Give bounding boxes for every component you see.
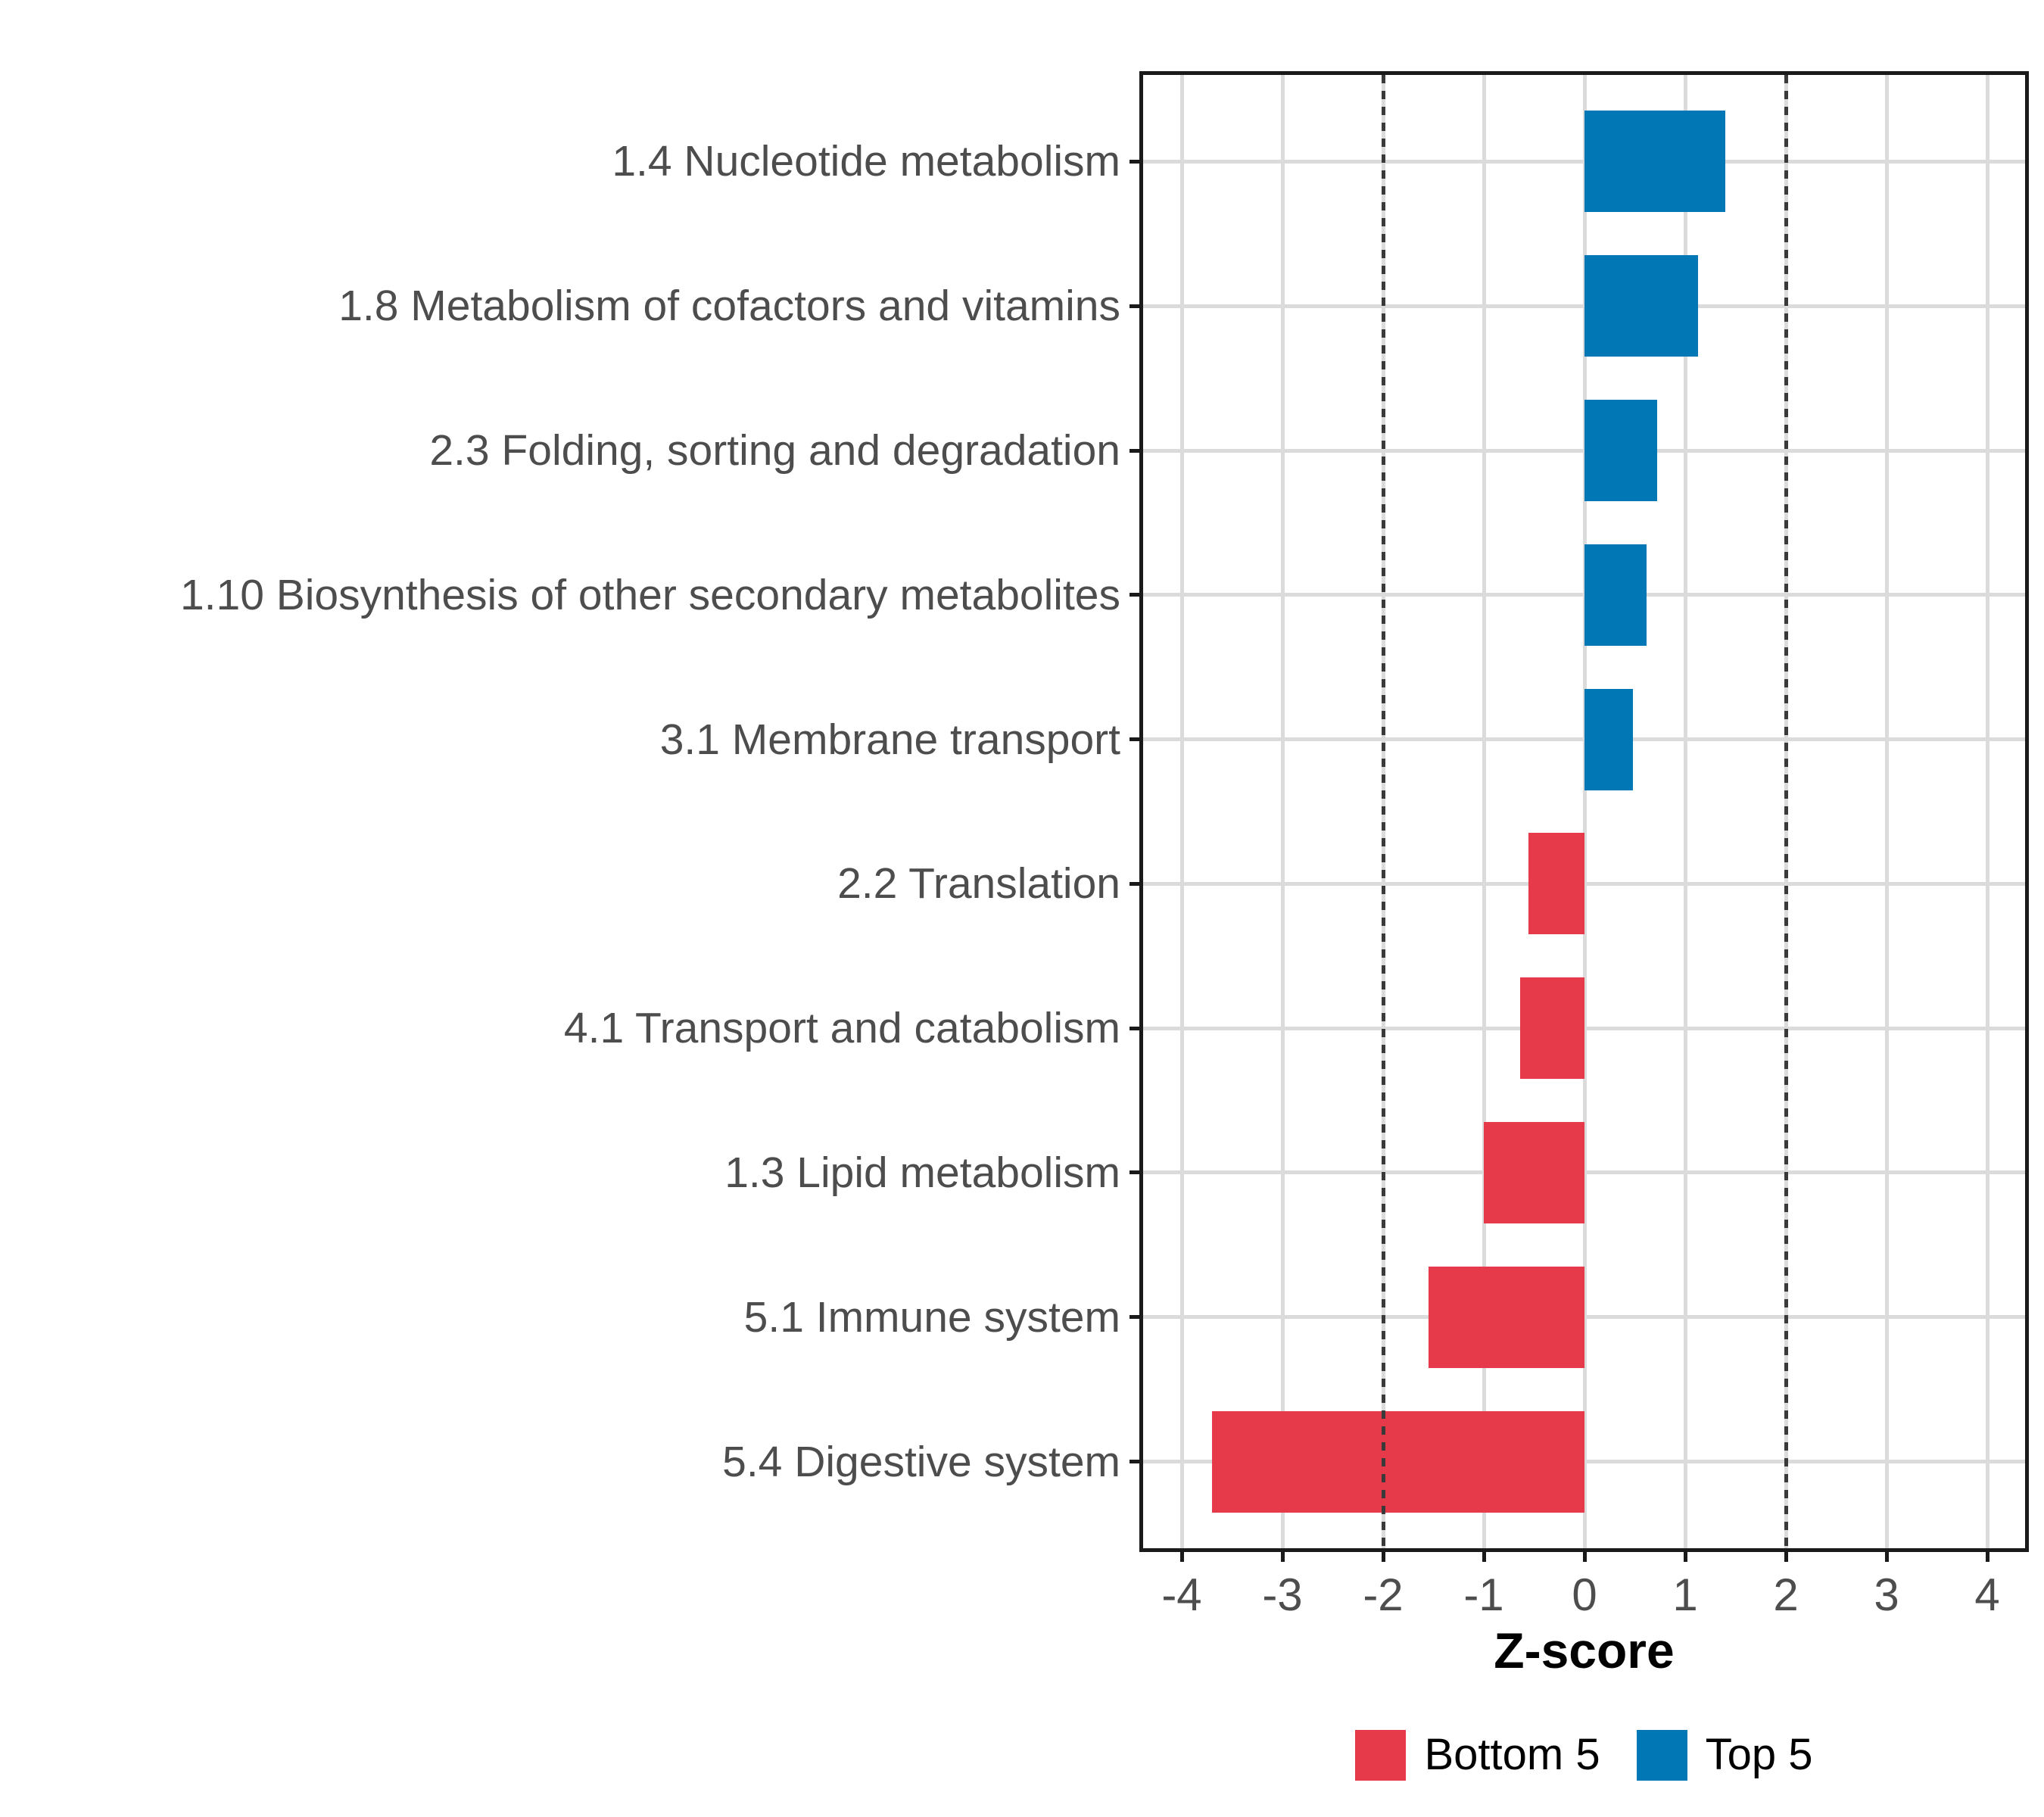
x-tick-label: 3	[1874, 1569, 1899, 1620]
category-label: 1.8 Metabolism of cofactors and vitamins	[338, 282, 1120, 331]
x-gridline	[1985, 75, 1989, 1548]
x-tick-label: 0	[1572, 1569, 1597, 1620]
x-gridline	[1683, 75, 1687, 1548]
legend-key-bottom5	[1355, 1729, 1407, 1781]
y-tick-mark	[1129, 1170, 1143, 1175]
bar-bottom5	[1428, 1266, 1584, 1368]
y-tick-mark	[1129, 593, 1143, 597]
plot-panel	[1143, 75, 2025, 1548]
x-tick-label: 1	[1672, 1569, 1698, 1620]
y-tick-mark	[1129, 1315, 1143, 1320]
bar-bottom5	[1484, 1121, 1584, 1223]
y-gridline	[1143, 593, 2025, 597]
bar-bottom5	[1528, 833, 1584, 935]
x-gridline	[1582, 75, 1587, 1548]
x-tick-label: -1	[1463, 1569, 1504, 1620]
y-gridline	[1143, 737, 2025, 742]
x-axis-title: Z-score	[1494, 1622, 1675, 1678]
category-label: 2.2 Translation	[837, 859, 1120, 908]
category-label: 3.1 Membrane transport	[659, 715, 1120, 764]
x-gridline	[1482, 75, 1486, 1548]
x-tick-label: 4	[1974, 1569, 2000, 1620]
y-tick-mark	[1129, 304, 1143, 308]
legend: Bottom 5 Top 5	[1143, 1728, 2025, 1781]
x-gridline	[1280, 75, 1285, 1548]
x-tick-mark	[1683, 1548, 1687, 1562]
legend-label-top5: Top 5	[1705, 1730, 1813, 1779]
legend-item-bottom5: Bottom 5	[1355, 1728, 1600, 1781]
category-label: 1.3 Lipid metabolism	[724, 1148, 1120, 1197]
y-tick-mark	[1129, 448, 1143, 453]
x-tick-mark	[1179, 1548, 1184, 1562]
x-tick-label: 2	[1773, 1569, 1799, 1620]
category-label: 4.1 Transport and catabolism	[563, 1004, 1120, 1053]
reference-line	[1381, 75, 1385, 1548]
category-label: 1.4 Nucleotide metabolism	[612, 137, 1120, 186]
x-tick-mark	[1985, 1548, 1989, 1562]
bar-top5	[1584, 400, 1657, 502]
legend-key-top5	[1636, 1729, 1687, 1781]
y-tick-mark	[1129, 737, 1143, 742]
category-label: 2.3 Folding, sorting and degradation	[429, 426, 1120, 475]
category-label: 5.1 Immune system	[743, 1292, 1120, 1342]
y-gridline	[1143, 304, 2025, 308]
reference-line	[1784, 75, 1788, 1548]
y-gridline	[1143, 448, 2025, 453]
y-tick-mark	[1129, 1026, 1143, 1030]
x-tick-mark	[1280, 1548, 1285, 1562]
y-tick-mark	[1129, 1460, 1143, 1464]
category-label: 1.10 Biosynthesis of other secondary met…	[179, 570, 1120, 619]
y-gridline	[1143, 159, 2025, 164]
legend-item-top5: Top 5	[1636, 1728, 1813, 1781]
bar-bottom5	[1211, 1410, 1584, 1513]
bar-bottom5	[1519, 977, 1584, 1080]
y-tick-mark	[1129, 881, 1143, 886]
bar-top5	[1584, 255, 1699, 357]
legend-label-bottom5: Bottom 5	[1424, 1730, 1600, 1779]
x-tick-label: -3	[1262, 1569, 1303, 1620]
x-gridline	[1884, 75, 1889, 1548]
category-label: 5.4 Digestive system	[722, 1437, 1120, 1486]
x-tick-label: -4	[1161, 1569, 1202, 1620]
x-tick-mark	[1784, 1548, 1788, 1562]
bar-top5	[1584, 688, 1633, 790]
x-gridline	[1179, 75, 1184, 1548]
x-tick-mark	[1582, 1548, 1587, 1562]
x-tick-mark	[1482, 1548, 1486, 1562]
y-tick-mark	[1129, 159, 1143, 164]
x-tick-mark	[1381, 1548, 1385, 1562]
bar-top5	[1584, 544, 1647, 646]
x-tick-mark	[1884, 1548, 1889, 1562]
x-tick-label: -2	[1363, 1569, 1404, 1620]
bar-top5	[1584, 111, 1726, 213]
